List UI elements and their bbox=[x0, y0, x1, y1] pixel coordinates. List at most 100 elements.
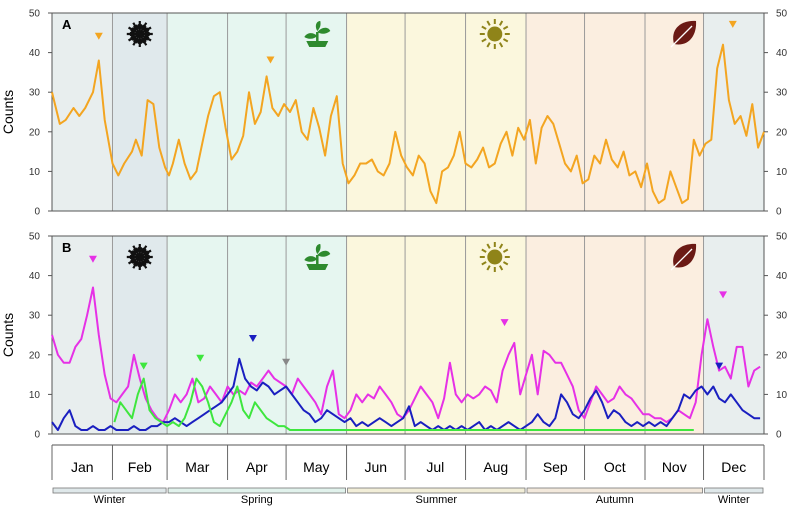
season-label: Spring bbox=[241, 494, 273, 506]
series-line bbox=[51, 43, 765, 205]
sun-ray bbox=[498, 42, 504, 48]
plant-leaf bbox=[304, 256, 318, 262]
y-tick-label-right: 30 bbox=[776, 311, 788, 322]
season-bar bbox=[526, 487, 703, 494]
season-band bbox=[346, 236, 527, 434]
month-label: Sep bbox=[543, 459, 568, 475]
peak-marker bbox=[715, 362, 724, 370]
plot-frame bbox=[51, 12, 765, 212]
sun-icon bbox=[479, 19, 510, 49]
series-line bbox=[113, 377, 694, 431]
season-label: Winter bbox=[94, 494, 126, 506]
snowflake-branch bbox=[129, 25, 150, 43]
y-tick-label-right: 20 bbox=[776, 127, 788, 138]
y-tick-label-right: 10 bbox=[776, 390, 788, 401]
y-axis-label: Counts bbox=[0, 313, 16, 357]
series-line bbox=[51, 357, 761, 431]
y-tick-label: 20 bbox=[29, 350, 41, 361]
sun-ray bbox=[481, 261, 487, 266]
month-label: Apr bbox=[246, 459, 268, 475]
sun-icon bbox=[479, 242, 510, 272]
peak-marker bbox=[719, 291, 728, 299]
sun-ray bbox=[486, 42, 491, 48]
snowflake-branch bbox=[135, 247, 145, 267]
sun-ray bbox=[481, 38, 487, 43]
panel-label: A bbox=[62, 17, 72, 32]
sun-ray bbox=[498, 20, 504, 26]
y-tick-label-right: 50 bbox=[776, 9, 788, 20]
season-band bbox=[526, 236, 704, 434]
y-tick-label-right: 40 bbox=[776, 271, 788, 282]
snowflake-stroke bbox=[132, 22, 148, 46]
y-tick-label-right: 0 bbox=[776, 430, 782, 441]
season-label: Autumn bbox=[596, 494, 634, 506]
season-band bbox=[346, 13, 527, 211]
month-label: Aug bbox=[483, 459, 508, 475]
leaf-vein bbox=[670, 248, 693, 271]
sun-ray bbox=[502, 25, 509, 30]
season-bar bbox=[167, 487, 346, 494]
plant-icon bbox=[304, 244, 331, 270]
y-tick-label: 30 bbox=[29, 311, 41, 322]
sun-ray bbox=[502, 248, 509, 253]
y-tick-label: 20 bbox=[29, 127, 41, 138]
snowflake-stroke bbox=[132, 245, 148, 269]
y-tick-label-right: 10 bbox=[776, 167, 788, 178]
plant-leaf bbox=[315, 244, 321, 254]
snowflake-icon bbox=[126, 21, 153, 47]
snowflake-branch bbox=[129, 25, 150, 43]
y-tick-label: 0 bbox=[34, 430, 40, 441]
snowflake-branch bbox=[131, 23, 148, 45]
plant-ground bbox=[306, 41, 329, 47]
sun-ray bbox=[502, 38, 509, 43]
y-tick-label: 10 bbox=[29, 167, 41, 178]
leaf-icon bbox=[670, 243, 697, 271]
snowflake-branch bbox=[131, 246, 148, 268]
sun-ray bbox=[486, 243, 491, 249]
sun-ray bbox=[481, 248, 487, 253]
leaf-icon bbox=[670, 20, 697, 48]
peak-marker bbox=[266, 56, 275, 64]
y-tick-label: 50 bbox=[29, 9, 41, 20]
snowflake-branch bbox=[130, 252, 150, 262]
y-tick-label-right: 30 bbox=[776, 88, 788, 99]
y-tick-label-right: 20 bbox=[776, 350, 788, 361]
season-bar bbox=[52, 487, 167, 494]
y-tick-label-right: 0 bbox=[776, 207, 782, 218]
month-label: May bbox=[303, 459, 329, 475]
y-tick-label: 50 bbox=[29, 232, 41, 243]
month-label: Jul bbox=[426, 459, 444, 475]
peak-marker bbox=[282, 358, 291, 366]
season-bar bbox=[704, 487, 764, 494]
month-label: Jan bbox=[71, 459, 94, 475]
snowflake-branch bbox=[130, 29, 150, 39]
sun-disc bbox=[487, 26, 503, 42]
month-axis: Jan Feb Mar Apr May Jun Jul Aug Sep Oct Nov Dec bbox=[51, 444, 765, 480]
snowflake-branch bbox=[135, 24, 145, 44]
leaf-vein bbox=[670, 25, 693, 48]
snowflake-arm bbox=[131, 22, 148, 46]
y-axis-label: Counts bbox=[0, 90, 16, 134]
y-tick-label-right: 40 bbox=[776, 48, 788, 59]
sun-ray bbox=[486, 265, 491, 271]
peak-marker bbox=[139, 362, 148, 370]
peak-marker bbox=[88, 255, 97, 263]
season-bar-row: Winter Spring Summer Autumn Winter bbox=[52, 487, 764, 506]
month-label: Dec bbox=[721, 459, 746, 475]
y-tick-label: 40 bbox=[29, 48, 41, 59]
panel-label: B bbox=[62, 240, 71, 255]
y-tick-label: 10 bbox=[29, 390, 41, 401]
month-label: Nov bbox=[662, 459, 687, 475]
sun-ray bbox=[486, 20, 491, 26]
sun-ray bbox=[498, 265, 504, 271]
month-label: Mar bbox=[185, 459, 209, 475]
plant-icon bbox=[304, 21, 331, 47]
peak-marker bbox=[728, 20, 737, 28]
month-label: Jun bbox=[365, 459, 388, 475]
snowflake-branch bbox=[131, 246, 148, 268]
plant-ground bbox=[306, 264, 329, 270]
y-tick-label-right: 50 bbox=[776, 232, 788, 243]
season-bar bbox=[347, 487, 526, 494]
plant-leaf bbox=[315, 21, 321, 31]
